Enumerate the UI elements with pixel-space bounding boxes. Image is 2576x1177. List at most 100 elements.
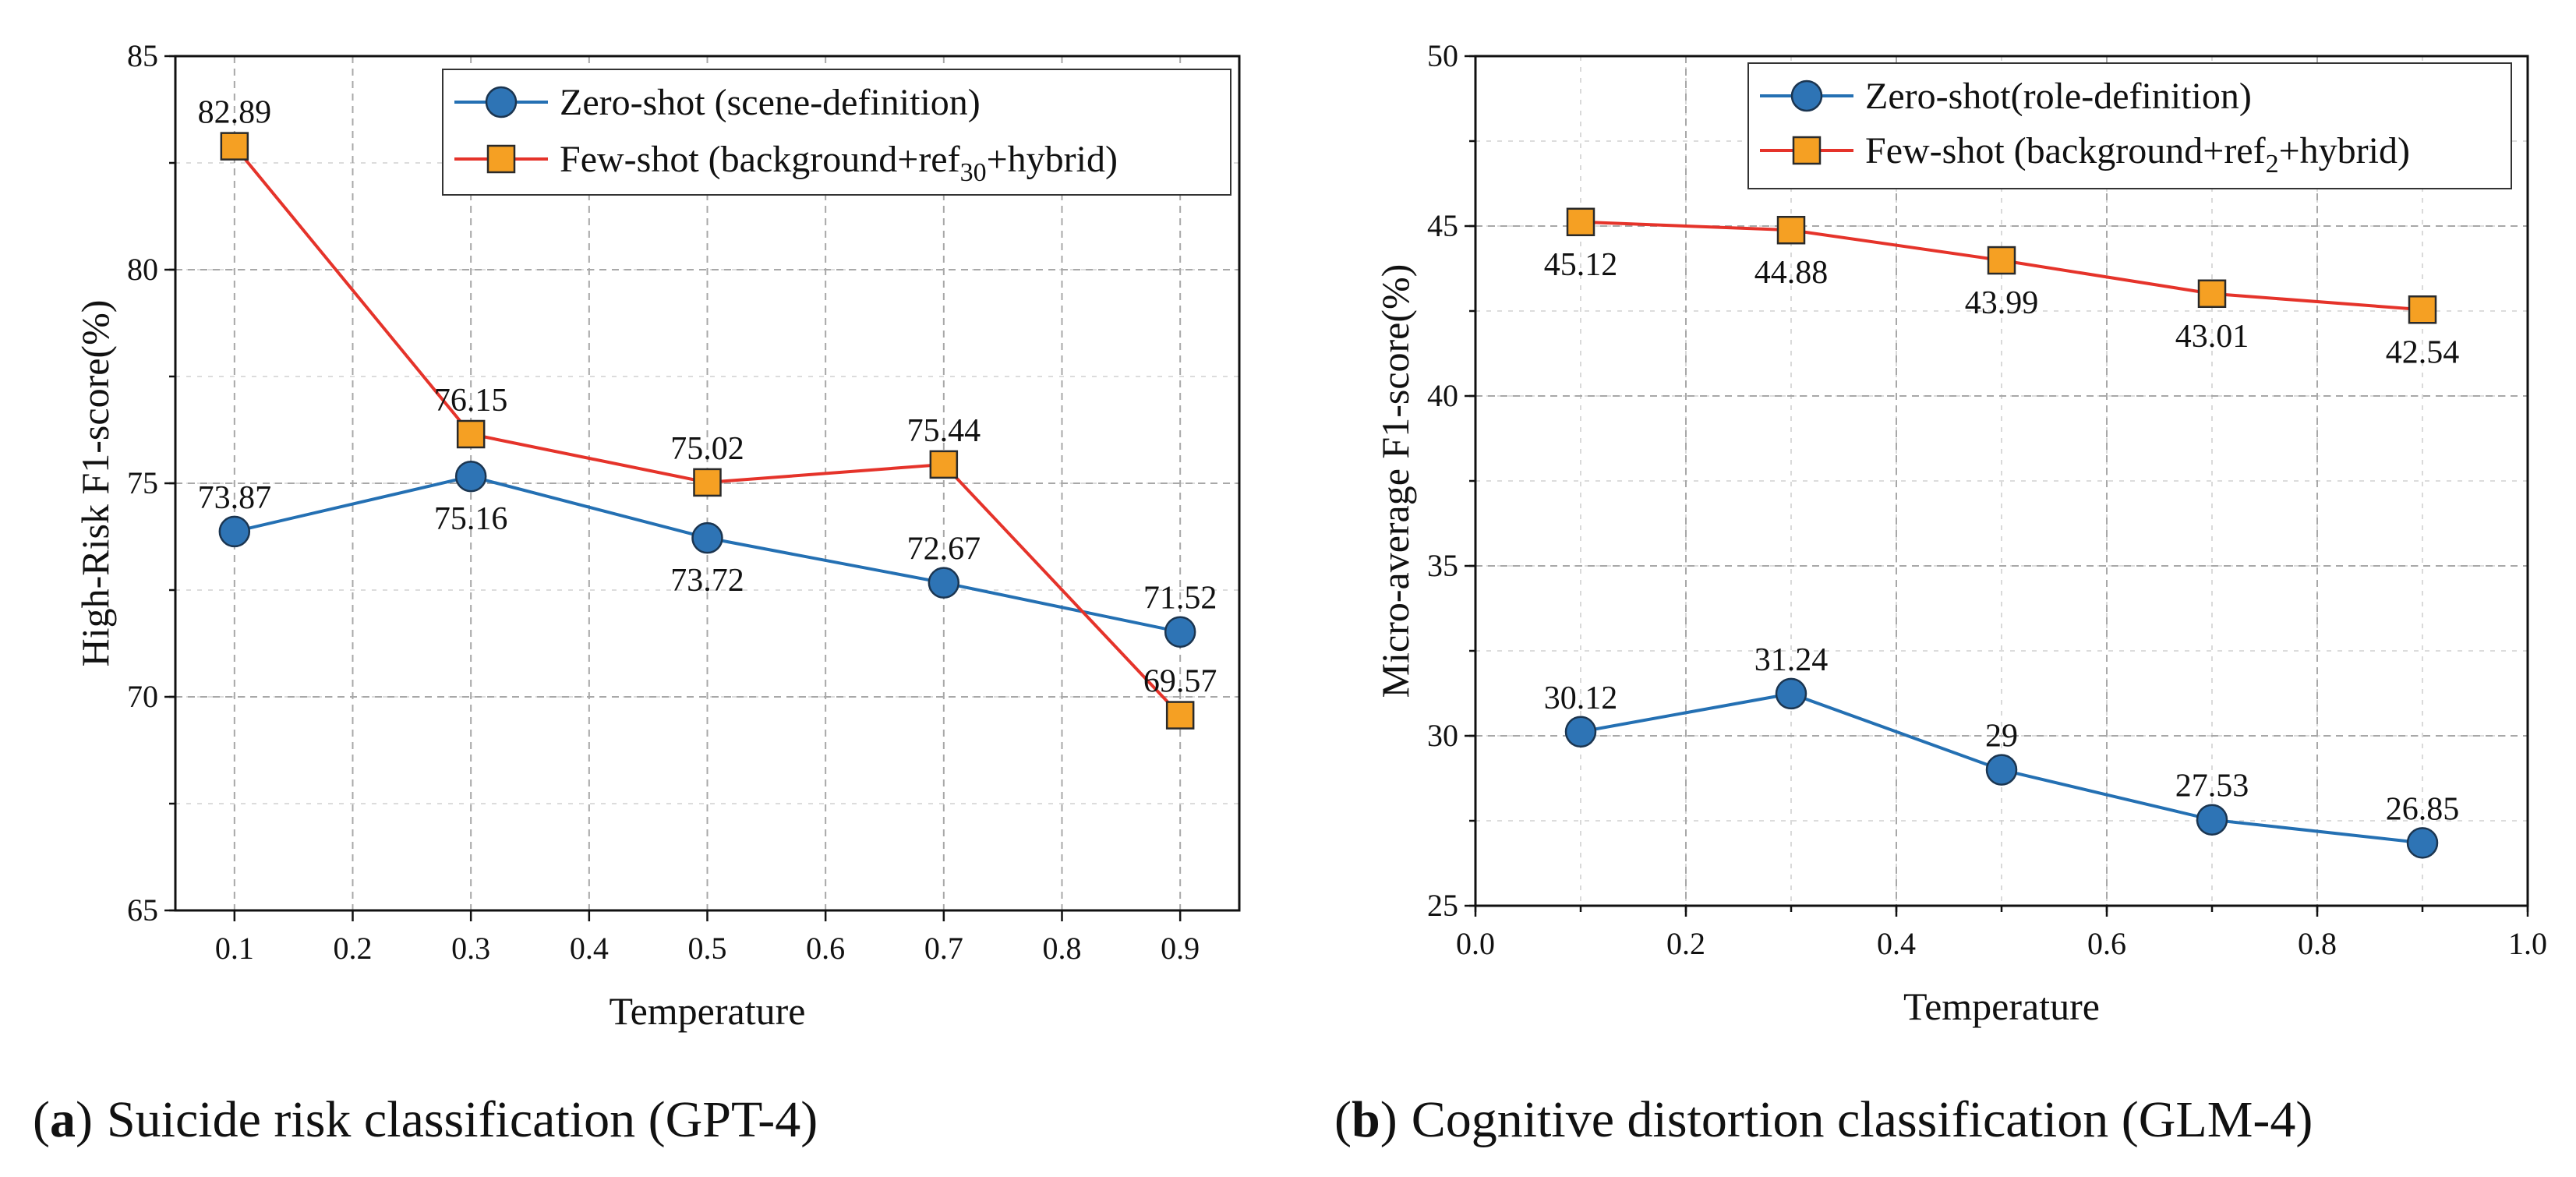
caption-open-paren: ( [33,1091,50,1148]
data-label-few-shot: 42.54 [2386,334,2460,370]
x-tick-label: 0.1 [215,931,254,966]
legend-label: Few-shot (background+ref2+hybrid) [1865,130,2410,178]
axis-ticks: 0.0 0.2 0.4 0.6 0.8 1.0 25 30 35 40 45 50 [1427,38,2547,961]
plot-frame [1474,55,2529,907]
data-label-few-shot: 43.99 [1965,285,2039,321]
data-point-few-shot [2197,279,2227,309]
data-point-zero-shot [218,515,251,548]
axis-ticks: 0.1 0.2 0.3 0.4 0.5 0.6 0.7 0.8 0.9 65 70 75 80 85 [127,38,1200,966]
legend-box [442,69,1231,196]
data-point-zero-shot [2196,804,2228,836]
data-label-zero-shot: 71.52 [1143,581,1217,617]
y-tick-label: 85 [127,38,158,73]
data-label-few-shot: 44.88 [1754,255,1829,291]
legend-label-subscript: 2 [2266,150,2279,178]
data-point-few-shot [456,419,486,449]
legend-marker [1790,80,1823,112]
legend-label: Zero-shot (scene-definition) [560,82,981,123]
x-axis-title: Temperature [1903,984,2100,1028]
x-tick-label: 0.6 [2087,926,2126,961]
y-tick-label: 75 [127,465,158,500]
y-axis-title: High-Risk F1-score(%) [73,300,117,667]
x-tick-label: 0.7 [924,931,963,966]
data-label-few-shot: 43.01 [2175,319,2249,355]
x-tick-label: 0.2 [1666,926,1705,961]
data-point-zero-shot [1775,677,1807,710]
legend-entry-few-shot: Few-shot (background+ref30+hybrid) [454,139,1118,187]
data-point-zero-shot [454,460,487,493]
data-point-few-shot [220,132,249,161]
legend-entry-zero-shot: Zero-shot(role-definition) [1760,76,2252,117]
x-tick-label: 0.8 [2298,926,2337,961]
data-point-few-shot [693,468,722,497]
data-point-few-shot [929,450,959,479]
y-tick-label: 45 [1427,208,1458,243]
data-label-few-shot: 75.02 [670,431,744,467]
legend-marker [486,144,516,174]
chart-panel-b: 0.0 0.2 0.4 0.6 0.8 1.0 25 30 35 40 45 50 30.12 31.24… [1334,38,2547,1148]
legend-box [1747,62,2512,189]
caption-text: Suicide risk classification (GPT-4) [107,1091,818,1148]
caption-panel-label: b [1352,1091,1380,1148]
legend-entry-zero-shot: Zero-shot (scene-definition) [454,82,981,123]
x-tick-label: 0.3 [451,931,490,966]
y-tick-label: 50 [1427,38,1458,73]
x-tick-label: 1.0 [2508,926,2547,961]
data-label-zero-shot: 26.85 [2386,791,2460,827]
figure-caption-b: (b) Cognitive distortion classification (… [1334,1091,2313,1148]
data-label-few-shot: 82.89 [198,95,272,131]
legend-label-subscript: 30 [960,158,987,187]
series-zero-shot: 30.12 31.24 29 27.53 26.85 [1544,642,2460,859]
data-label-zero-shot: 75.16 [434,501,508,537]
chart-panel-a: 0.1 0.2 0.3 0.4 0.5 0.6 0.7 0.8 0.9 65 70 75 80 85 73.… [33,38,1241,1148]
caption-text: Cognitive distortion classification (GLM… [1412,1091,2313,1148]
legend-label: Zero-shot(role-definition) [1865,76,2252,117]
y-tick-label: 40 [1427,378,1458,413]
x-tick-label: 0.4 [570,931,609,966]
caption-close-paren: ) [1380,1091,1398,1148]
series-zero-shot: 73.87 75.16 73.72 72.67 71.52 [198,460,1217,648]
y-tick-label: 65 [127,892,158,928]
figure-caption-a: (a) Suicide risk classification (GPT-4) [33,1091,818,1148]
data-label-zero-shot: 27.53 [2175,769,2249,804]
data-point-zero-shot [1164,616,1196,648]
data-point-zero-shot [928,567,960,599]
legend-marker [1792,136,1822,165]
data-label-zero-shot: 30.12 [1544,680,1618,716]
legend-label-text: Zero-shot(role-definition) [1865,76,2252,117]
legend: Zero-shot(role-definition) Few-shot (back… [1747,62,2512,189]
legend-label: Few-shot (background+ref30+hybrid) [560,139,1118,187]
y-axis-title: Micro-average F1-score(%) [1373,264,1417,698]
x-tick-label: 0.5 [688,931,727,966]
data-point-zero-shot [2406,827,2439,859]
x-tick-label: 0.0 [1456,926,1495,961]
series-few-shot: 82.89 76.15 75.02 75.44 69.57 [198,95,1217,730]
y-tick-label: 80 [127,252,158,287]
y-tick-label: 30 [1427,718,1458,753]
data-label-few-shot: 75.44 [907,413,981,449]
y-tick-label: 35 [1427,548,1458,583]
y-tick-label: 70 [127,679,158,714]
legend-label-text: Few-shot (background+ref [1865,130,2266,171]
x-tick-label: 0.2 [334,931,373,966]
data-point-few-shot [1566,207,1595,237]
data-label-zero-shot: 31.24 [1754,642,1829,678]
legend-label-suffix: +hybrid) [2279,130,2410,171]
x-tick-label: 0.6 [806,931,845,966]
x-axis-title: Temperature [610,989,806,1033]
data-point-zero-shot [691,521,723,554]
caption-panel-label: a [50,1091,76,1148]
x-tick-label: 0.9 [1161,931,1200,966]
data-label-few-shot: 69.57 [1143,664,1217,700]
data-label-few-shot: 76.15 [434,383,508,419]
data-label-zero-shot: 73.72 [670,563,744,599]
data-point-few-shot [2408,295,2437,324]
x-tick-label: 0.4 [1877,926,1916,961]
legend-marker [485,86,518,118]
y-tick-label: 25 [1427,888,1458,923]
legend-label-text: Few-shot (background+ref [560,139,960,180]
legend-label-suffix: +hybrid) [987,139,1118,180]
data-point-zero-shot [1985,754,2018,786]
data-label-zero-shot: 29 [1985,719,2018,755]
